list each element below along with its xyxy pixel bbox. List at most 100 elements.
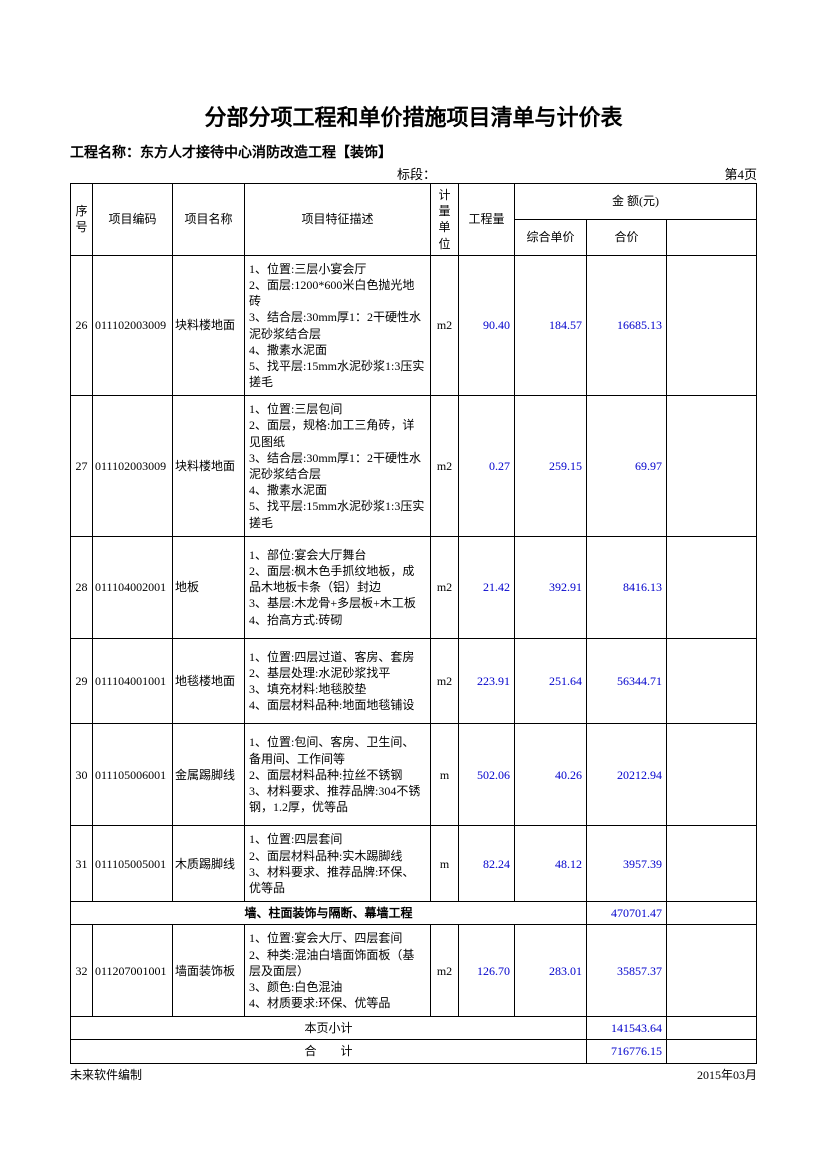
cell-total-price: 16685.13 [587,255,667,396]
cell-seq: 29 [71,638,93,724]
table-row: 29011104001001地毯楼地面1、位置:四层过道、客房、套房 2、基层处… [71,638,757,724]
cell-seq: 31 [71,826,93,902]
cell-unit-price: 392.91 [515,536,587,638]
cell-qty: 502.06 [459,724,515,826]
cell-desc: 1、位置:包间、客房、卫生间、备用间、工作间等 2、面层材料品种:拉丝不锈钢 3… [245,724,431,826]
cell-seq: 30 [71,724,93,826]
cell-total-price: 20212.94 [587,724,667,826]
cell-desc: 1、位置:四层套间 2、面层材料品种:实木踢脚线 3、材料要求、推荐品牌:环保、… [245,826,431,902]
cell-seq: 26 [71,255,93,396]
cell-total-price: 56344.71 [587,638,667,724]
cell-extra [667,255,757,396]
cell-qty: 90.40 [459,255,515,396]
col-unit-price: 综合单价 [515,219,587,255]
cell-extra [667,1017,757,1040]
col-seq: 序号 [71,184,93,256]
table-row: 31011105005001木质踢脚线1、位置:四层套间 2、面层材料品种:实木… [71,826,757,902]
table-row: 27011102003009块料楼地面1、位置:三层包间 2、面层，规格:加工三… [71,396,757,537]
cell-extra [667,902,757,925]
cell-desc: 1、位置:四层过道、客房、套房 2、基层处理:水泥砂浆找平 3、填充材料:地毯胶… [245,638,431,724]
cell-unit: m2 [431,396,459,537]
cell-unit-price: 48.12 [515,826,587,902]
cell-code: 011105005001 [93,826,173,902]
cell-unit: m [431,724,459,826]
project-label: 工程名称： [70,146,140,161]
cell-name: 墙面装饰板 [173,925,245,1017]
cell-code: 011102003009 [93,255,173,396]
section-total: 470701.47 [587,902,667,925]
project-name: 东方人才接待中心消防改造工程【装饰】 [140,146,392,161]
cell-qty: 223.91 [459,638,515,724]
grand-total-row: 合 计716776.15 [71,1040,757,1063]
cell-code: 011104002001 [93,536,173,638]
cell-code: 011104001001 [93,638,173,724]
cell-total-price: 35857.37 [587,925,667,1017]
cell-qty: 0.27 [459,396,515,537]
page-title: 分部分项工程和单价措施项目清单与计价表 [70,100,757,132]
col-qty: 工程量 [459,184,515,256]
cell-extra [667,724,757,826]
cell-desc: 1、部位:宴会大厅舞台 2、面层:枫木色手抓纹地板，成品木地板卡条（铝）封边 3… [245,536,431,638]
cell-desc: 1、位置:三层小宴会厅 2、面层:1200*600米白色抛光地砖 3、结合层:3… [245,255,431,396]
cell-code: 011105006001 [93,724,173,826]
cell-name: 木质踢脚线 [173,826,245,902]
cell-extra [667,638,757,724]
meta-row: 工程名称：东方人才接待中心消防改造工程【装饰】 [70,142,757,162]
cell-code: 011102003009 [93,396,173,537]
cell-name: 金属踢脚线 [173,724,245,826]
cell-unit-price: 40.26 [515,724,587,826]
footer-row: 未来软件编制 2015年03月 [70,1066,757,1083]
page-subtotal-row-value: 141543.64 [587,1017,667,1040]
cell-unit: m2 [431,536,459,638]
section-row: 墙、柱面装饰与隔断、幕墙工程470701.47 [71,902,757,925]
page-number: 第4页 [697,164,757,183]
cell-extra [667,1040,757,1063]
grand-total-row-value: 716776.15 [587,1040,667,1063]
bid-page-row: 标段： 第4页 [70,164,757,183]
col-extra [667,219,757,255]
cell-unit: m2 [431,925,459,1017]
cell-name: 块料楼地面 [173,396,245,537]
cell-name: 地板 [173,536,245,638]
table-row: 28011104002001地板1、部位:宴会大厅舞台 2、面层:枫木色手抓纹地… [71,536,757,638]
table-row: 32011207001001墙面装饰板1、位置:宴会大厅、四层套间 2、种类:混… [71,925,757,1017]
cell-seq: 28 [71,536,93,638]
cell-qty: 126.70 [459,925,515,1017]
cell-total-price: 3957.39 [587,826,667,902]
cell-extra [667,396,757,537]
cell-desc: 1、位置:宴会大厅、四层套间 2、种类:混油白墙面饰面板（基层及面层） 3、颜色… [245,925,431,1017]
cell-name: 地毯楼地面 [173,638,245,724]
cell-unit: m [431,826,459,902]
col-code: 项目编码 [93,184,173,256]
cell-extra [667,826,757,902]
cell-qty: 82.24 [459,826,515,902]
cell-unit-price: 283.01 [515,925,587,1017]
cell-unit-price: 251.64 [515,638,587,724]
col-name: 项目名称 [173,184,245,256]
cell-extra [667,536,757,638]
cell-qty: 21.42 [459,536,515,638]
col-unit: 计量单位 [431,184,459,256]
cell-total-price: 8416.13 [587,536,667,638]
table-header-row-1: 序号 项目编码 项目名称 项目特征描述 计量单位 工程量 金 额(元) [71,184,757,220]
cell-unit-price: 259.15 [515,396,587,537]
cell-seq: 32 [71,925,93,1017]
pricing-table: 序号 项目编码 项目名称 项目特征描述 计量单位 工程量 金 额(元) 综合单价… [70,183,757,1064]
bid-label: 标段： [397,164,697,183]
page-subtotal-row-label: 本页小计 [71,1017,587,1040]
col-amount-group: 金 额(元) [515,184,757,220]
col-desc: 项目特征描述 [245,184,431,256]
cell-unit-price: 184.57 [515,255,587,396]
cell-extra [667,925,757,1017]
cell-code: 011207001001 [93,925,173,1017]
section-title: 墙、柱面装饰与隔断、幕墙工程 [71,902,587,925]
grand-total-row-label: 合 计 [71,1040,587,1063]
col-total-price: 合价 [587,219,667,255]
footer-right: 2015年03月 [697,1066,757,1083]
cell-unit: m2 [431,638,459,724]
page-subtotal-row: 本页小计141543.64 [71,1017,757,1040]
cell-name: 块料楼地面 [173,255,245,396]
footer-left: 未来软件编制 [70,1066,697,1083]
table-row: 30011105006001金属踢脚线1、位置:包间、客房、卫生间、备用间、工作… [71,724,757,826]
table-row: 26011102003009块料楼地面1、位置:三层小宴会厅 2、面层:1200… [71,255,757,396]
